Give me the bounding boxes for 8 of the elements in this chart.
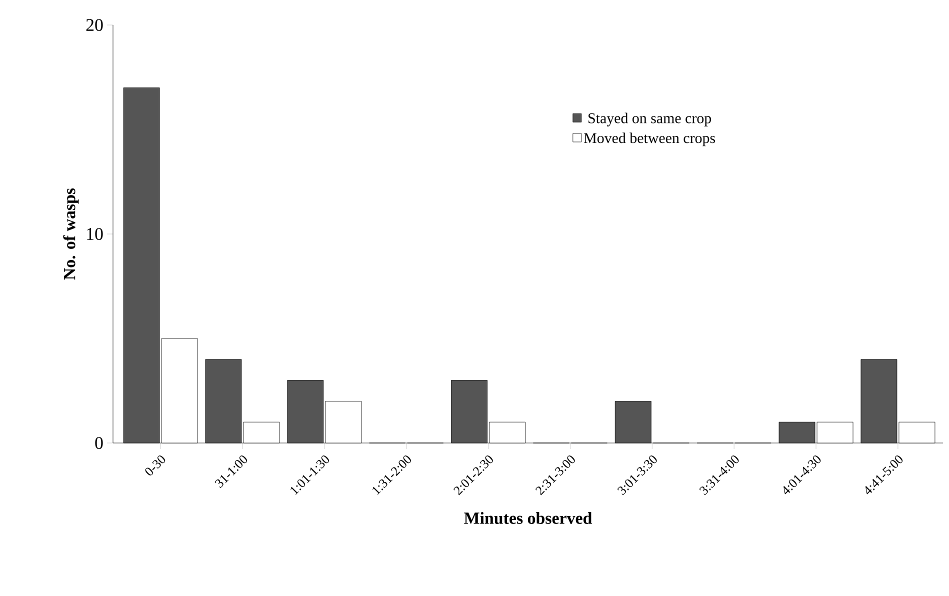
y-tick-label: 20 — [86, 18, 103, 32]
y-tick-label: 0 — [95, 436, 103, 450]
legend-label: Moved between crops — [584, 132, 715, 146]
y-axis-title: No. of wasps — [63, 188, 79, 280]
x-axis-title: Minutes observed — [464, 512, 592, 524]
x-tick-label: 0-30 — [145, 456, 166, 476]
legend-label: Stayed on same crop — [588, 112, 712, 126]
y-tick-label: 10 — [87, 228, 103, 240]
